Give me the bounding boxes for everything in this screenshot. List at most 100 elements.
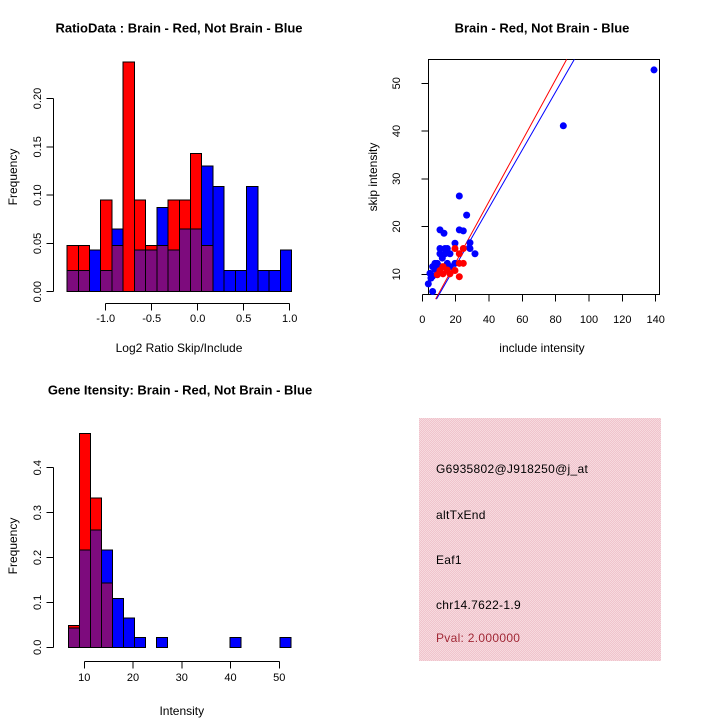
gene-intensity-histogram-panel: Gene Itensity: Brain - Red, Not Brain - … [6,382,312,718]
red-bar [122,61,135,293]
info-box: G6935802@J918250@j_at altTxEnd Eaf1 chr1… [419,418,661,661]
x-tick-label: -0.5 [142,313,161,325]
blue-point [559,122,567,130]
x-tick-label: 20 [450,314,462,326]
red-point [455,273,463,281]
blue-bar [212,185,225,293]
red-points [433,245,467,281]
overlap-bar [89,529,102,648]
plot-title: RatioData : Brain - Red, Not Brain - Blu… [55,20,302,35]
overlap-bar [178,228,192,293]
x-axis-title: Intensity [159,704,204,718]
blue-point [446,250,454,258]
blue-bar [234,269,248,293]
overlap-bar [156,244,169,293]
y-tick-label: 0.1 [32,595,44,610]
red-point [459,259,467,267]
y-axis: 0.0 0.1 0.2 0.3 0.4 [32,460,54,655]
x-tick-label: 40 [483,314,495,326]
red-point [459,245,467,253]
overlap-bar [100,269,113,293]
y-tick-label: 0.3 [32,505,44,520]
blue-bar [155,636,168,648]
plot-box [428,58,661,295]
red-point [446,270,454,278]
y-tick-label: 50 [391,77,403,89]
x-axis: -1.0 -0.5 0.0 0.5 1.0 [96,303,297,325]
blue-point [427,274,435,282]
x-tick-label: 50 [273,672,285,684]
event-type-text: altTxEnd [436,508,486,522]
y-axis-title: Frequency [6,149,20,206]
overlap-bar [145,249,158,293]
overlap-bar [66,269,79,293]
y-tick-label: 30 [391,173,403,185]
x-tick-label: 0.5 [236,313,251,325]
x-tick-label: -1.0 [96,313,115,325]
overlap-bar [77,269,91,293]
x-tick-label: 10 [78,672,90,684]
x-tick-label: 0.0 [190,313,205,325]
x-axis-title: Log2 Ratio Skip/Include [116,341,243,355]
plot-title: Brain - Red, Not Brain - Blue [455,20,630,35]
blue-point [451,239,459,247]
x-axis: 0 20 40 60 80 100 120 140 [419,293,665,326]
blue-point [436,245,444,253]
blue-point [424,280,432,288]
y-axis-title: skip intensity [366,143,380,212]
y-tick-label: 0.0 [32,640,44,655]
probe-id-text: G6935802@J918250@j_at [436,462,589,476]
x-tick-label: 1.0 [282,313,297,325]
overlap-bar [67,627,80,648]
blue-bar [111,597,124,648]
x-tick-label: 100 [580,314,598,326]
blue-point [431,259,439,267]
blue-bar [122,617,135,648]
gene-name-text: Eaf1 [436,553,462,567]
plot-title: Gene Itensity: Brain - Red, Not Brain - … [48,382,312,397]
x-tick-label: 140 [647,314,665,326]
pval-text: Pval: 2.000000 [436,631,521,645]
y-tick-label: 0.00 [32,281,44,302]
y-tick-label: 0.20 [32,88,44,109]
y-tick-label: 0.15 [32,136,44,157]
y-axis: 10 20 30 40 50 [391,77,429,280]
blue-bar [279,636,292,648]
blue-bar [279,249,293,293]
fit-lines [435,59,575,300]
info-panel: G6935802@J918250@j_at altTxEnd Eaf1 chr1… [360,360,720,720]
blue-point [443,245,451,253]
blue-bar [223,269,236,293]
blue-point [463,211,471,219]
blue-bar [268,269,281,293]
blue-point [441,250,449,258]
x-tick-label: 120 [613,314,631,326]
intensity-scatter-panel: Brain - Red, Not Brain - Blue 0 20 40 60 80 10… [366,20,665,355]
overlap-bar [167,249,180,293]
blue-bar [246,185,259,293]
y-tick-label: 10 [391,268,403,280]
x-tick-label: 0 [419,314,425,326]
y-tick-label: 0.4 [32,460,44,475]
blue-point [440,229,448,237]
blue-point [650,66,658,74]
blue-fit-line [436,59,575,300]
y-tick-label: 20 [391,220,403,232]
blue-point [455,192,463,200]
overlap-bar [133,249,147,293]
overlap-bar [111,244,124,293]
x-tick-label: 40 [224,672,236,684]
y-tick-label: 0.05 [32,233,44,254]
blue-point [466,245,474,253]
red-point [451,266,459,274]
overlap-bar [190,228,203,293]
y-axis: 0.00 0.05 0.10 0.15 0.20 [32,88,54,302]
blue-point [466,239,474,247]
histogram-bars [66,61,293,293]
y-axis-title: Frequency [6,518,20,575]
red-fit-line [435,59,568,300]
blue-bar [89,249,102,293]
overlap-bar [100,582,113,648]
red-point [451,245,459,253]
